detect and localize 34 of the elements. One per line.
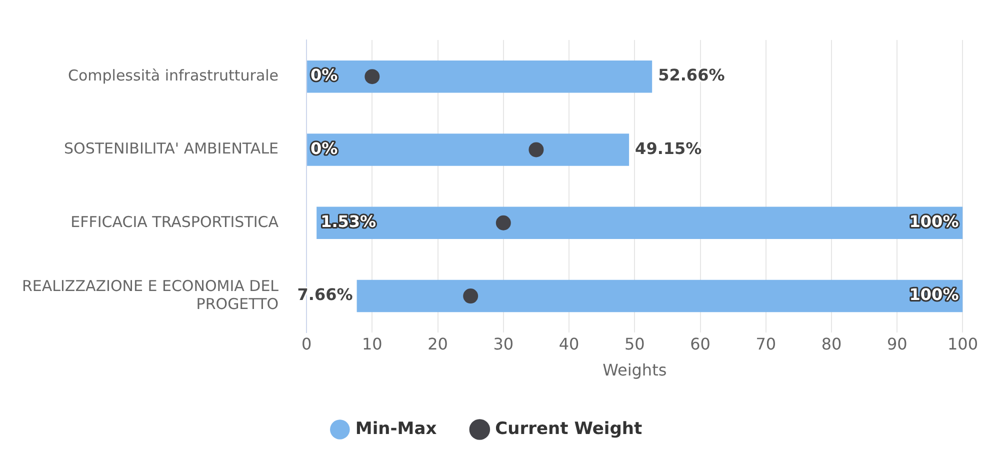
y-tick-label: EFFICACIA TRASPORTISTICA (70, 212, 280, 231)
annotation: 100% (909, 212, 959, 232)
annotation: 49.15% (635, 138, 702, 158)
y-tick-label: SOSTENIBILITA' AMBIENTALE (64, 140, 279, 158)
x-tick-label: 80 (821, 334, 842, 354)
legend-label: Min-Max (355, 418, 437, 439)
annotation: 0% (310, 138, 338, 158)
x-tick-label: 30 (493, 334, 514, 354)
x-tick-label: 20 (428, 334, 448, 354)
bar (307, 134, 630, 166)
annotation: 0% (310, 66, 338, 85)
annotation: 1.53% (320, 212, 376, 232)
point (364, 69, 380, 84)
annotation: 100% (909, 285, 959, 304)
y-tick-label: REALIZZAZIONE E ECONOMIA DEL PROGETTO (22, 276, 280, 313)
x-tick-label: 40 (558, 334, 580, 354)
annotation: 7.66% (297, 285, 353, 304)
x-tick-label: 10 (362, 334, 382, 354)
annotation: 52.66% (658, 66, 725, 85)
x-tick-label: 90 (886, 334, 908, 354)
bar (316, 206, 963, 240)
bar (356, 280, 963, 312)
x-tick-label: 0 (301, 334, 312, 354)
point (496, 215, 511, 230)
x-axis-title: Weights (602, 360, 667, 380)
y-tick-label: Complessità infrastrutturale (68, 66, 279, 84)
x-tick-label: 100 (947, 334, 978, 354)
point (463, 288, 478, 304)
point (528, 142, 544, 158)
x-tick-label: 50 (624, 334, 645, 354)
x-tick-label: 60 (690, 334, 710, 354)
bar (307, 60, 652, 93)
legend-label: Current Weight (495, 418, 642, 439)
x-tick-label: 70 (756, 334, 776, 354)
